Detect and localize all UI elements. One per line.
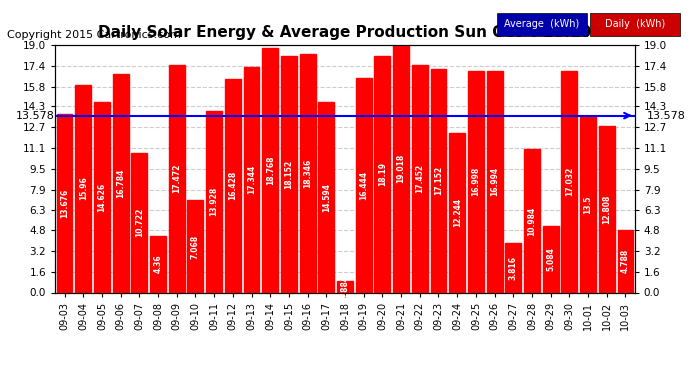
- Bar: [262, 48, 278, 292]
- Bar: [112, 74, 128, 292]
- Bar: [412, 65, 428, 292]
- Text: Average  (kWh): Average (kWh): [504, 20, 580, 29]
- Text: 13.578: 13.578: [17, 111, 55, 121]
- Text: 13.5: 13.5: [584, 195, 593, 214]
- Text: Copyright 2015 Cartronics.com: Copyright 2015 Cartronics.com: [7, 30, 181, 40]
- Text: 18.19: 18.19: [378, 162, 387, 186]
- Text: 5.084: 5.084: [546, 248, 555, 272]
- Bar: [486, 71, 502, 292]
- Bar: [375, 56, 391, 292]
- Bar: [57, 114, 72, 292]
- Text: 10.984: 10.984: [527, 206, 536, 236]
- Text: 14.626: 14.626: [97, 183, 106, 212]
- Text: 13.578: 13.578: [647, 111, 685, 121]
- Bar: [431, 69, 446, 292]
- Text: 16.428: 16.428: [228, 171, 237, 200]
- Text: 17.344: 17.344: [247, 165, 256, 194]
- Bar: [169, 65, 185, 292]
- Text: 17.032: 17.032: [565, 167, 574, 196]
- Bar: [225, 78, 241, 292]
- Bar: [449, 133, 465, 292]
- Bar: [206, 111, 222, 292]
- Text: 13.676: 13.676: [60, 189, 69, 218]
- Text: 19.018: 19.018: [397, 154, 406, 183]
- Text: 15.96: 15.96: [79, 177, 88, 200]
- Text: 4.788: 4.788: [621, 249, 630, 273]
- Text: 17.452: 17.452: [415, 164, 424, 194]
- Bar: [131, 153, 147, 292]
- Text: 12.244: 12.244: [453, 198, 462, 227]
- Bar: [318, 102, 334, 292]
- Text: 3.816: 3.816: [509, 256, 518, 280]
- Text: 16.994: 16.994: [490, 167, 499, 196]
- Text: 18.346: 18.346: [303, 158, 312, 188]
- Text: 16.784: 16.784: [116, 168, 125, 198]
- Bar: [188, 200, 204, 292]
- Title: Daily Solar Energy & Average Production Sun Oct 4 18:10: Daily Solar Energy & Average Production …: [99, 25, 591, 40]
- Text: 18.152: 18.152: [284, 160, 293, 189]
- Text: 7.068: 7.068: [191, 234, 200, 258]
- Bar: [562, 70, 578, 292]
- Bar: [356, 78, 372, 292]
- Bar: [94, 102, 110, 292]
- Text: 4.36: 4.36: [154, 255, 163, 273]
- Bar: [468, 71, 484, 292]
- Bar: [281, 56, 297, 292]
- Text: 10.722: 10.722: [135, 208, 144, 237]
- Bar: [524, 149, 540, 292]
- Bar: [150, 236, 166, 292]
- Bar: [75, 85, 91, 292]
- Text: 12.808: 12.808: [602, 194, 611, 224]
- Bar: [244, 67, 259, 292]
- Bar: [299, 54, 315, 292]
- Text: 13.928: 13.928: [210, 187, 219, 216]
- Bar: [393, 45, 409, 292]
- Text: 17.152: 17.152: [434, 166, 443, 195]
- Text: Daily  (kWh): Daily (kWh): [604, 20, 665, 29]
- Text: 0.884: 0.884: [340, 274, 350, 299]
- Text: 17.472: 17.472: [172, 164, 181, 194]
- Bar: [618, 230, 633, 292]
- Bar: [505, 243, 521, 292]
- Bar: [580, 117, 596, 292]
- Text: 16.998: 16.998: [471, 167, 480, 196]
- Bar: [599, 126, 615, 292]
- Bar: [337, 281, 353, 292]
- Text: 18.768: 18.768: [266, 156, 275, 185]
- Text: 16.444: 16.444: [359, 171, 368, 200]
- Text: 14.594: 14.594: [322, 183, 331, 212]
- Bar: [543, 226, 559, 292]
